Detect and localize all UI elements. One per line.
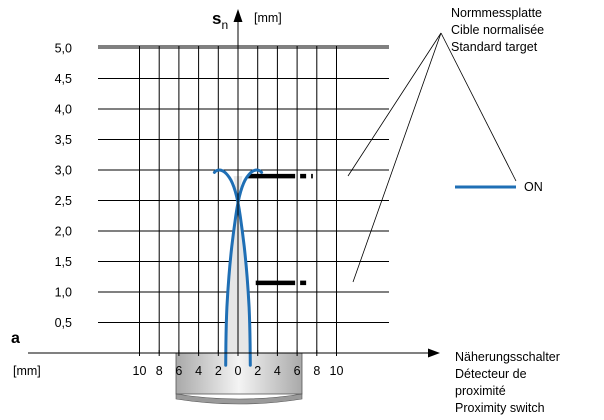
x-tick-label: 10 (330, 364, 344, 378)
target-label-line-3: Standard target (451, 40, 538, 54)
y-axis-subscript: n (221, 18, 228, 32)
sensor-label: Näherungsschalter Détecteur de proximité… (455, 350, 560, 415)
x-tick-label: 8 (156, 364, 163, 378)
sensor-label-line-4: Proximity switch (455, 401, 545, 415)
axes (28, 9, 440, 358)
target-leader-lines (347, 32, 517, 283)
sensor-label-line-2: Détecteur de (455, 367, 527, 381)
x-tick-label: 10 (133, 364, 147, 378)
y-axis-unit: [mm] (254, 11, 282, 25)
legend-label: ON (524, 180, 543, 194)
y-tick-label: 1,0 (55, 286, 72, 300)
sensor-body (175, 352, 303, 405)
y-axis-arrow (233, 9, 243, 22)
sensor-label-line-1: Näherungsschalter (455, 350, 560, 364)
y-tick-label: 5,0 (55, 42, 72, 56)
y-tick-label: 2,0 (55, 225, 72, 239)
standard-targets (247, 173, 313, 286)
y-tick-label: 1,5 (55, 255, 72, 269)
y-tick-label: 4,0 (55, 103, 72, 117)
x-tick-label: 4 (195, 364, 202, 378)
y-tick-label: 0,5 (55, 316, 72, 330)
x-tick-label: 2 (215, 364, 222, 378)
y-tick-labels: 5,0 4,5 4,0 3,5 3,0 2,5 2,0 1,5 1,0 0,5 (55, 42, 72, 331)
x-tick-label: 6 (294, 364, 301, 378)
x-tick-label: 0 (235, 364, 242, 378)
y-tick-label: 3,0 (55, 164, 72, 178)
target-label-line-2: Cible normalisée (451, 23, 544, 37)
target-label-line-1: Normmessplatte (451, 6, 542, 20)
legend: ON (455, 180, 543, 194)
x-tick-label: 4 (274, 364, 281, 378)
sensor-label-line-3: proximité (455, 384, 506, 398)
x-tick-labels: 10 8 6 4 2 0 2 4 6 8 10 (133, 364, 344, 378)
y-tick-label: 2,5 (55, 194, 72, 208)
x-axis-symbol: a (11, 330, 20, 347)
x-tick-label: 8 (313, 364, 320, 378)
x-axis-arrow (428, 348, 440, 358)
x-axis-unit: [mm] (13, 364, 41, 378)
y-axis-symbol: sn (212, 9, 228, 32)
x-tick-label: 2 (254, 364, 261, 378)
y-tick-label: 4,5 (55, 72, 72, 86)
x-tick-label: 6 (175, 364, 182, 378)
target-label: Normmessplatte Cible normalisée Standard… (451, 6, 544, 54)
y-tick-label: 3,5 (55, 133, 72, 147)
